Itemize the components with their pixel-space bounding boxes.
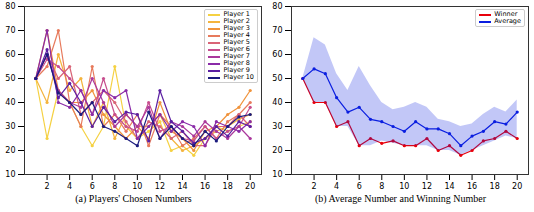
svg-text:2: 2	[312, 182, 317, 191]
html-text:Player 5: Player 5	[223, 38, 250, 46]
svg-text:10: 10	[272, 170, 282, 179]
svg-text:16: 16	[467, 182, 477, 191]
svg-text:40: 40	[5, 98, 15, 107]
svg-text:80: 80	[5, 2, 15, 11]
svg-text:14: 14	[177, 182, 187, 191]
svg-text:20: 20	[245, 182, 255, 191]
svg-text:10: 10	[5, 170, 15, 179]
svg-text:4: 4	[67, 182, 72, 191]
svg-text:30: 30	[272, 122, 282, 131]
html-text:Player 8: Player 8	[223, 59, 250, 67]
svg-text:60: 60	[272, 50, 282, 59]
svg-text:12: 12	[422, 182, 432, 191]
svg-text:20: 20	[272, 146, 282, 155]
svg-text:14: 14	[444, 182, 454, 191]
html-text:Winner: Winner	[494, 10, 518, 18]
html-text:(a) Players' Chosen Numbers: (a) Players' Chosen Numbers	[75, 193, 192, 204]
html-text:Player 3: Player 3	[223, 24, 250, 32]
svg-text:18: 18	[490, 182, 500, 191]
svg-text:4: 4	[334, 182, 339, 191]
svg-text:8: 8	[379, 182, 384, 191]
html-text:Player 1: Player 1	[223, 10, 250, 18]
html-text:Player 6: Player 6	[223, 45, 250, 53]
svg-text:20: 20	[5, 146, 15, 155]
svg-text:10: 10	[399, 182, 409, 191]
html-text:Player 9: Player 9	[223, 66, 250, 74]
svg-text:16: 16	[200, 182, 210, 191]
svg-text:50: 50	[272, 74, 282, 83]
html-text:Player 7: Player 7	[223, 52, 250, 60]
svg-text:80: 80	[272, 2, 282, 11]
svg-text:6: 6	[90, 182, 95, 191]
svg-text:50: 50	[5, 74, 15, 83]
svg-text:70: 70	[272, 26, 282, 35]
svg-text:8: 8	[112, 182, 117, 191]
svg-text:60: 60	[5, 50, 15, 59]
svg-text:70: 70	[5, 26, 15, 35]
svg-text:2: 2	[45, 182, 50, 191]
html-text:Player 10: Player 10	[223, 73, 254, 81]
html-text:Average: Average	[494, 17, 521, 25]
html-text:(b) Average Number and Winning: (b) Average Number and Winning Number	[314, 193, 487, 204]
html-text:Player 2: Player 2	[223, 17, 250, 25]
svg-text:30: 30	[5, 122, 15, 131]
svg-text:10: 10	[132, 182, 142, 191]
html-text:Player 4: Player 4	[223, 31, 250, 39]
svg-text:20: 20	[512, 182, 522, 191]
svg-text:12: 12	[155, 182, 165, 191]
svg-text:40: 40	[272, 98, 282, 107]
svg-text:6: 6	[357, 182, 362, 191]
svg-text:18: 18	[223, 182, 233, 191]
